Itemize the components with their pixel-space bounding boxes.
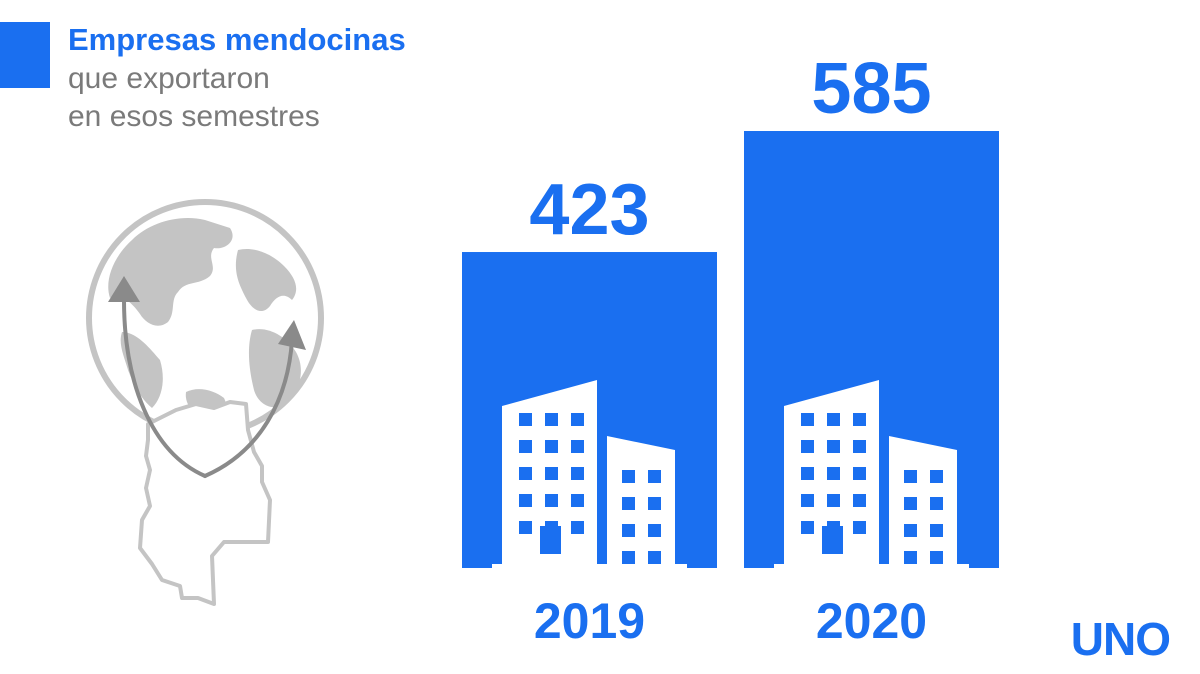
globe-export-illustration [86, 199, 324, 606]
arrow-head-right-icon [278, 320, 306, 350]
arrow-head-left-icon [108, 276, 140, 302]
category-labels-group: 2019 2020 [534, 593, 927, 649]
building-icon [492, 380, 687, 568]
category-label-2020: 2020 [816, 593, 927, 649]
chart-subtitle-line1: que exportaron [68, 62, 270, 95]
category-label-2019: 2019 [534, 593, 645, 649]
chart-subtitle-line2: en esos semestres [68, 100, 320, 133]
building-icons-group [492, 380, 969, 568]
value-label-2020: 585 [811, 49, 931, 129]
chart-title: Empresas mendocinas [68, 22, 406, 57]
mendoza-map-icon [138, 400, 272, 606]
title-block: Empresas mendocinas que exportaron en es… [68, 20, 406, 136]
value-labels-group: 423 585 [529, 49, 931, 250]
uno-logo: UNO [1070, 613, 1171, 665]
export-arrows-icon [122, 298, 294, 478]
value-label-2019: 423 [529, 170, 649, 250]
accent-square [0, 22, 50, 88]
building-icon [774, 380, 969, 568]
